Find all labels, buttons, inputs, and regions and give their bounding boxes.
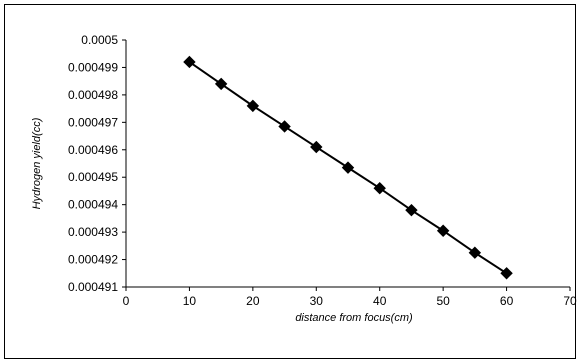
data-point xyxy=(500,267,513,280)
y-axis-label: Hydrogen yield(cc) xyxy=(31,117,43,209)
data-point xyxy=(373,181,386,195)
data-point xyxy=(246,99,260,113)
data-point xyxy=(310,140,323,154)
x-tick-label: 30 xyxy=(310,294,324,308)
y-axis-ticks: 0.000491 0.000492 0.000493 0.000494 0.000495… xyxy=(68,33,126,294)
y-tick-label: 0.000494 xyxy=(68,198,118,212)
x-tick-label: 20 xyxy=(246,294,260,308)
y-tick-label: 0.000491 xyxy=(68,280,118,294)
y-tick-label: 0.000495 xyxy=(68,170,118,184)
y-tick-label: 0.000499 xyxy=(68,60,118,74)
y-tick-label: 0.0005 xyxy=(81,33,118,47)
chart-frame xyxy=(4,4,576,359)
y-tick-label: 0.000498 xyxy=(68,88,118,102)
data-point xyxy=(468,246,482,259)
x-axis-label: distance from focus(cm) xyxy=(295,312,413,324)
x-tick-label: 50 xyxy=(436,294,450,308)
y-tick-label: 0.000492 xyxy=(68,253,118,267)
x-tick-label: 60 xyxy=(500,294,514,308)
y-tick-label: 0.000496 xyxy=(68,143,118,157)
x-tick-label: 70 xyxy=(563,294,577,308)
x-tick-label: 40 xyxy=(373,294,387,308)
x-tick-label: 10 xyxy=(183,294,197,308)
data-point xyxy=(183,55,196,69)
data-point xyxy=(214,77,228,91)
y-tick-label: 0.000497 xyxy=(68,115,118,129)
y-tick-label: 0.000493 xyxy=(68,225,118,239)
data-point xyxy=(405,203,418,217)
data-point xyxy=(436,224,450,237)
series-group xyxy=(183,55,513,280)
x-axis-ticks: 0 10 20 30 40 50 60 70 xyxy=(123,287,577,308)
x-tick-label: 0 xyxy=(123,294,130,308)
plot-area: 0.000491 0.000492 0.000493 0.000494 0.000495… xyxy=(68,33,577,308)
data-point xyxy=(341,161,355,174)
data-point xyxy=(278,120,291,133)
